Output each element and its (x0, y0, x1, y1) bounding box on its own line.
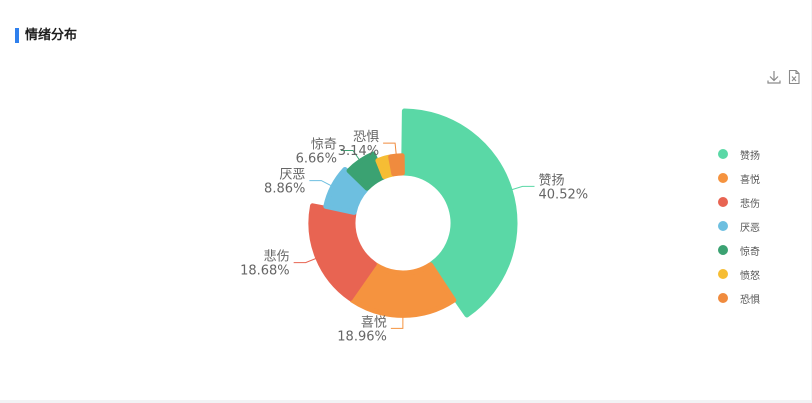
legend-item-4[interactable]: 惊奇 (718, 238, 760, 262)
chart-legend: 赞扬喜悦悲伤厌恶惊奇愤怒恐惧 (718, 142, 760, 310)
legend-label: 悲伤 (740, 198, 760, 210)
legend-label: 赞扬 (740, 150, 760, 162)
legend-color-dot (718, 293, 728, 303)
pie-slice-2[interactable] (308, 203, 377, 302)
legend-color-dot (718, 245, 728, 255)
legend-label: 喜悦 (740, 174, 760, 186)
slice-value-label-6: 3.14% (338, 144, 379, 159)
slice-name-label-4: 惊奇 (311, 136, 337, 152)
legend-color-dot (718, 197, 728, 207)
pie-slice-4[interactable] (346, 151, 386, 191)
label-leader-line-3 (309, 180, 332, 187)
legend-label: 愤怒 (740, 270, 760, 282)
slice-value-label-0: 40.52% (539, 187, 589, 202)
pie-slice-1[interactable] (349, 262, 457, 318)
slice-name-label-2: 悲伤 (264, 249, 290, 265)
pie-slice-0[interactable] (401, 108, 518, 318)
slice-name-label-3: 厌恶 (279, 168, 305, 183)
pie-slice-6[interactable] (388, 153, 405, 177)
legend-color-dot (718, 149, 728, 159)
legend-color-dot (718, 269, 728, 279)
slice-name-label-0: 赞扬 (539, 173, 565, 188)
legend-label: 厌恶 (740, 222, 760, 234)
label-leader-line-2 (293, 258, 317, 264)
slice-value-label-3: 8.86% (264, 182, 305, 197)
label-leader-line-0 (511, 185, 535, 191)
legend-item-2[interactable]: 悲伤 (718, 190, 760, 214)
slice-name-label-6: 恐惧 (353, 129, 379, 145)
slice-name-label-1: 喜悦 (361, 315, 387, 330)
label-leader-line-6 (383, 142, 397, 155)
label-leader-line-4 (340, 149, 360, 160)
slice-value-label-1: 18.96% (337, 329, 387, 344)
label-leader-line-1 (390, 317, 404, 329)
legend-label: 惊奇 (740, 246, 760, 258)
panel-title: 情绪分布 (25, 28, 78, 43)
title-accent-bar (15, 28, 19, 43)
slice-value-label-4: 6.66% (296, 151, 337, 166)
legend-color-dot (718, 173, 728, 183)
slice-value-label-2: 18.68% (240, 264, 290, 279)
export-excel-icon[interactable] (786, 69, 802, 85)
legend-item-3[interactable]: 厌恶 (718, 214, 760, 238)
legend-item-5[interactable]: 愤怒 (718, 262, 760, 286)
legend-item-0[interactable]: 赞扬 (718, 142, 760, 166)
legend-item-6[interactable]: 恐惧 (718, 286, 760, 310)
legend-color-dot (718, 221, 728, 231)
legend-label: 恐惧 (740, 294, 760, 306)
chart-toolbox (766, 69, 802, 85)
legend-item-1[interactable]: 喜悦 (718, 166, 760, 190)
download-icon[interactable] (766, 69, 782, 85)
